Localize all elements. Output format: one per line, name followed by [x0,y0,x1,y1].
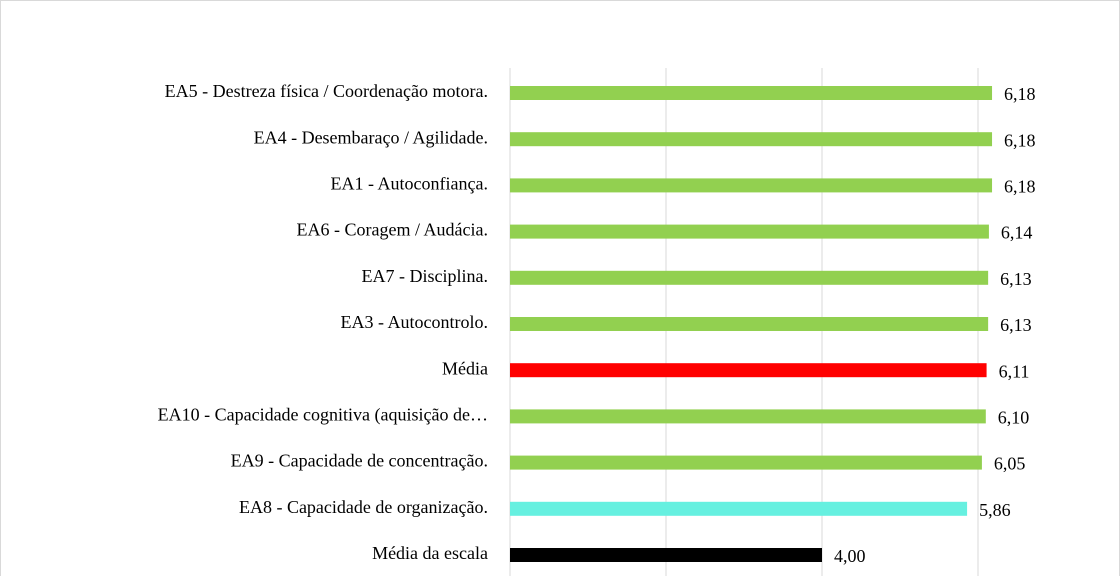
value-label: 6,05 [994,454,1026,474]
value-label: 6,10 [998,408,1030,428]
category-label: EA7 - Disciplina. [362,266,488,286]
bar [510,317,989,331]
category-label: EA4 - Desembaraço / Agilidade. [254,127,488,147]
value-label: 6,11 [999,361,1030,381]
bar [510,548,822,562]
category-label: Média da escala [372,543,488,563]
value-label: 6,18 [1004,177,1036,197]
bar [510,409,986,424]
value-label: 4,00 [834,546,866,566]
category-label: EA8 - Capacidade de organização. [239,497,488,517]
category-label: EA10 - Capacidade cognitiva (aquisição d… [158,405,488,426]
value-label: 6,18 [1004,130,1036,150]
bar [510,224,989,239]
value-label: 5,86 [979,500,1011,520]
category-label: EA3 - Autocontrolo. [341,312,488,332]
bar [510,363,987,378]
bar [510,86,993,100]
category-label: Média [442,358,488,378]
bar [510,270,989,285]
value-label: 6,18 [1004,84,1036,104]
value-label: 6,13 [1000,315,1032,335]
value-label: 6,13 [1000,269,1032,289]
bar [510,455,982,470]
category-label: EA5 - Destreza física / Coordenação moto… [165,81,488,101]
category-label: EA6 - Coragem / Audácia. [297,220,488,240]
bar [510,132,993,147]
value-label: 6,14 [1001,223,1032,243]
category-label: EA1 - Autoconfiança. [331,174,488,194]
category-label: EA9 - Capacidade de concentração. [231,451,488,471]
bar [510,501,968,516]
bar [510,178,993,193]
